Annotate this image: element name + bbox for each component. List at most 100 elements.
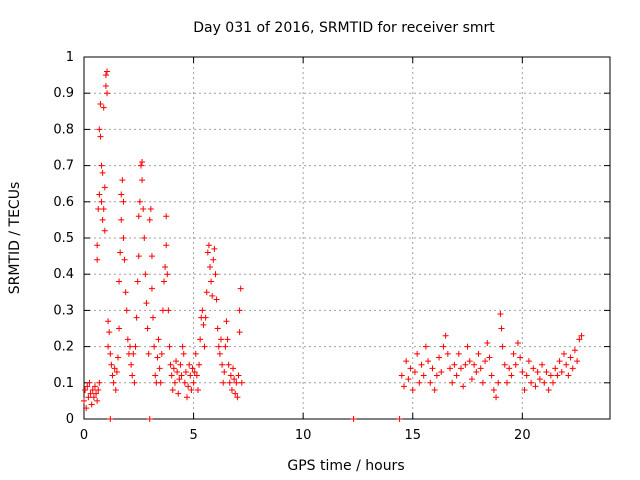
x-tick-label: 0 — [80, 428, 88, 443]
data-point — [497, 311, 504, 318]
data-point — [499, 343, 506, 350]
data-point — [517, 354, 524, 361]
data-point — [409, 387, 416, 394]
data-point — [429, 365, 436, 372]
data-point — [201, 343, 208, 350]
data-point — [139, 158, 146, 165]
data-point — [403, 358, 410, 365]
data-point — [160, 278, 167, 285]
data-point — [213, 296, 220, 303]
data-point — [156, 365, 163, 372]
data-point — [536, 376, 543, 383]
data-point — [554, 372, 561, 379]
data-point — [453, 372, 460, 379]
data-point — [118, 191, 125, 198]
data-point — [94, 256, 101, 263]
data-point — [131, 379, 138, 386]
data-point — [238, 379, 245, 386]
data-point — [100, 206, 107, 213]
data-point — [223, 318, 230, 325]
data-point — [501, 361, 508, 368]
data-point — [451, 361, 458, 368]
data-point — [144, 325, 151, 332]
data-point — [174, 368, 181, 375]
data-point — [168, 372, 175, 379]
data-point — [94, 397, 101, 404]
data-point — [576, 336, 583, 343]
data-point — [444, 350, 451, 357]
data-point — [123, 307, 130, 314]
data-point — [488, 372, 495, 379]
data-point — [236, 307, 243, 314]
x-tick-label: 10 — [295, 428, 312, 443]
data-point — [236, 329, 243, 336]
data-point — [109, 372, 116, 379]
data-point — [89, 387, 96, 394]
data-point — [543, 368, 550, 375]
data-point — [214, 325, 221, 332]
y-tick-label: 0.3 — [53, 303, 74, 318]
data-point — [228, 387, 235, 394]
data-point — [154, 354, 161, 361]
ticks: 0 5 10 15 20 0 0.1 0.2 0.3 0.4 0.5 0.6 0.7 0.8 0.9 1 — [53, 50, 610, 443]
data-point — [113, 368, 120, 375]
data-point — [96, 379, 103, 386]
data-point — [539, 361, 546, 368]
data-point — [191, 368, 198, 375]
data-point — [118, 216, 125, 223]
data-point — [237, 285, 244, 292]
data-point — [514, 339, 521, 346]
data-point — [165, 307, 172, 314]
data-point — [117, 249, 124, 256]
data-point — [146, 216, 153, 223]
data-point — [147, 206, 154, 213]
data-point — [163, 242, 170, 249]
data-point — [188, 387, 195, 394]
data-point — [232, 390, 239, 397]
data-point — [135, 253, 142, 260]
data-point — [146, 416, 153, 422]
data-point — [449, 379, 456, 386]
data-point — [83, 405, 90, 412]
data-point — [227, 372, 234, 379]
data-point — [91, 383, 98, 390]
data-point — [479, 379, 486, 386]
data-point — [490, 387, 497, 394]
data-point — [193, 372, 200, 379]
data-point — [119, 177, 126, 184]
data-point — [202, 314, 209, 321]
data-point — [97, 133, 104, 140]
data-point — [405, 376, 412, 383]
data-point — [98, 162, 105, 169]
data-point — [498, 325, 505, 332]
data-point — [180, 350, 187, 357]
data-point — [221, 368, 228, 375]
data-point — [503, 379, 510, 386]
data-point — [98, 198, 105, 205]
data-point — [186, 361, 193, 368]
data-point — [204, 249, 211, 256]
data-point — [101, 184, 108, 191]
data-point — [194, 387, 201, 394]
plot-frame — [83, 56, 611, 420]
data-point — [85, 394, 92, 401]
data-point — [157, 379, 164, 386]
data-point — [226, 379, 233, 386]
data-point — [224, 336, 231, 343]
data-point — [210, 256, 217, 263]
data-point — [197, 336, 204, 343]
data-point — [137, 162, 144, 169]
data-point — [122, 289, 129, 296]
x-tick-label: 15 — [404, 428, 421, 443]
data-point — [167, 361, 174, 368]
data-point — [87, 390, 94, 397]
data-point — [184, 394, 191, 401]
data-point — [100, 104, 107, 111]
data-point — [231, 376, 238, 383]
data-point — [411, 368, 418, 375]
data-point — [508, 372, 515, 379]
data-point — [189, 365, 196, 372]
data-point — [166, 343, 173, 350]
data-point — [130, 350, 137, 357]
data-point — [471, 361, 478, 368]
